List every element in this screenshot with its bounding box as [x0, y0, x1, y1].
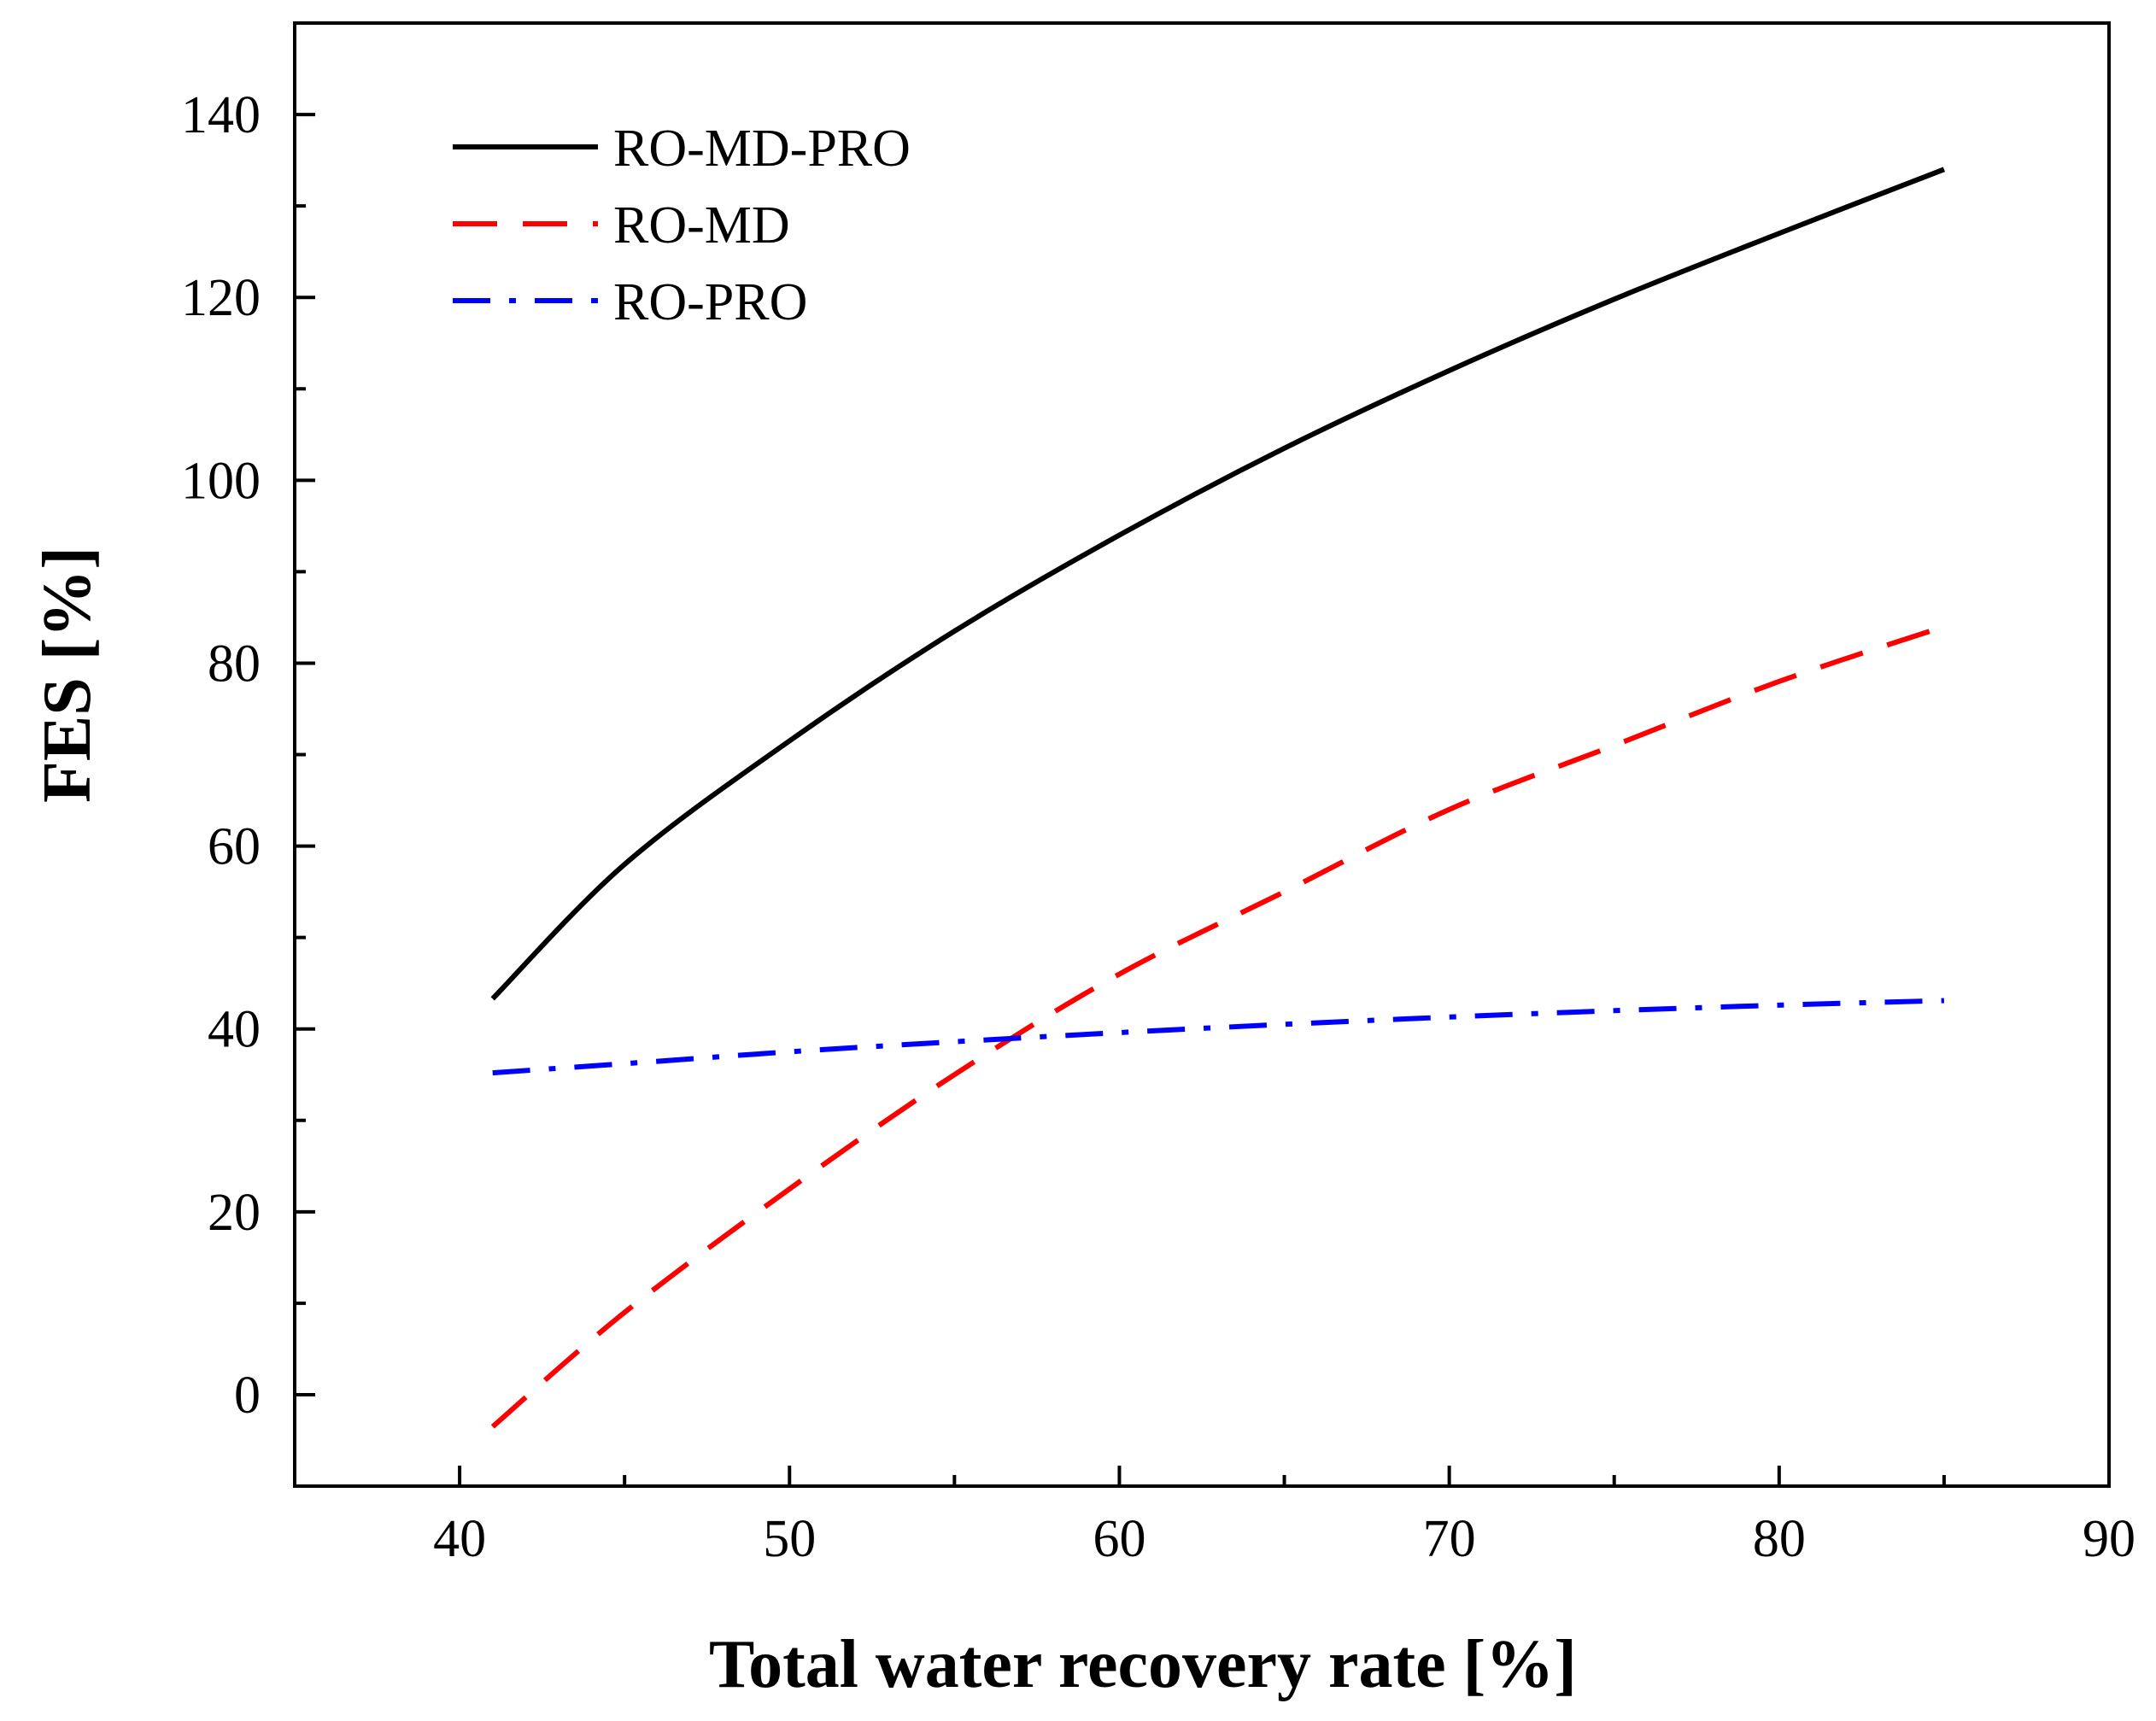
series-line-ro-pro — [492, 998, 1944, 1076]
y-tick-label: 60 — [208, 818, 261, 876]
x-tick-label: 90 — [2083, 1510, 2135, 1568]
y-tick-label: 100 — [181, 452, 261, 510]
y-axis-title: FES [%] — [30, 547, 105, 803]
y-tick-label: 20 — [208, 1184, 261, 1242]
legend-label-ro-md: RO-MD — [613, 196, 790, 255]
x-tick-label: 70 — [1423, 1510, 1476, 1568]
x-tick-label: 50 — [763, 1510, 816, 1568]
legend-label-ro-pro: RO-PRO — [613, 273, 807, 331]
y-tick-label: 140 — [181, 86, 261, 144]
y-tick-label: 40 — [208, 1001, 261, 1059]
plot-frame — [293, 21, 2111, 1488]
legend-label-ro-md-pro: RO-MD-PRO — [613, 120, 911, 178]
x-tick-label: 80 — [1753, 1510, 1806, 1568]
y-tick-label: 80 — [208, 635, 261, 693]
series-line-ro-md — [490, 623, 1945, 1429]
series-line-ro-md-pro — [490, 167, 1945, 1001]
x-tick-label: 60 — [1093, 1510, 1145, 1568]
y-tick-label: 0 — [234, 1367, 261, 1425]
y-tick-label: 120 — [181, 269, 261, 327]
x-tick-label: 40 — [433, 1510, 486, 1568]
x-axis-title: Total water recovery rate [%] — [709, 1627, 1577, 1702]
